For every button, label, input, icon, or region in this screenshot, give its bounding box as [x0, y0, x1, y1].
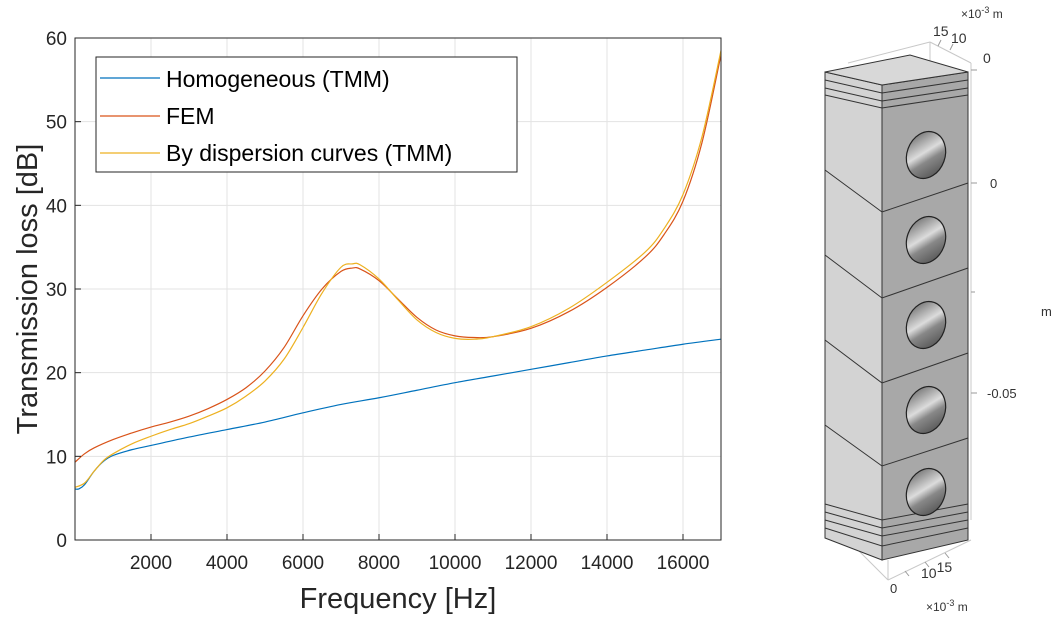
bottom-tick-10: 1015: [921, 559, 952, 581]
series-line-dispersion: [74, 50, 722, 488]
hole-1: [905, 130, 947, 180]
top-tick-0: 0: [983, 50, 991, 66]
x-tick-label: 16000: [657, 553, 710, 574]
y-axis-label: Transmission loss [dB]: [12, 144, 44, 435]
x-tick-label: 12000: [505, 553, 558, 574]
cell-boundaries: [824, 169, 969, 467]
legend-label-homogeneous: Homogeneous (TMM): [166, 66, 390, 92]
y-tick-label: 20: [46, 364, 67, 385]
y-tick-label: 10: [46, 447, 67, 468]
model-axis-labels: ×10-3 m 15 10 0 0 m -0.05 1015 0 ×10-3 m: [890, 5, 1052, 614]
bottom-axis-exponent-label: ×10-3 m: [926, 598, 968, 614]
x-tick-label: 4000: [206, 553, 248, 574]
y-tick-label: 40: [46, 196, 67, 217]
hole-3: [905, 300, 947, 350]
top-axis-exponent-label: ×10-3 m: [961, 5, 1003, 21]
top-tick-15: 15: [933, 23, 949, 39]
cell-holes: [905, 130, 947, 517]
series-line-fem: [74, 54, 722, 463]
side-tick-neg: -0.05: [987, 386, 1017, 401]
y-tick-label: 60: [46, 29, 67, 50]
hole-4: [905, 385, 947, 435]
y-tick-label: 0: [56, 531, 67, 552]
hole-5: [905, 467, 947, 517]
x-axis-label: Frequency [Hz]: [300, 583, 497, 615]
side-tick-0: 0: [990, 176, 997, 191]
legend-label-dispersion: By dispersion curves (TMM): [166, 140, 452, 166]
x-tick-label: 6000: [282, 553, 324, 574]
unit-cell-model-view: ×10-3 m 15 10 0 0 m -0.05 1015 0 ×10-3 m: [824, 5, 1052, 614]
column-top-face: [824, 54, 969, 86]
x-tick-label: 8000: [358, 553, 400, 574]
top-plate-layers: [824, 79, 969, 109]
top-tick-10: 10: [951, 30, 967, 46]
x-tick-label: 14000: [581, 553, 634, 574]
side-axis-unit: m: [1041, 304, 1052, 319]
axis-ticks: 2000 4000 6000 8000 10000 12000 14000 16000 0 10 2…: [46, 29, 710, 574]
y-tick-label: 50: [46, 113, 67, 134]
x-tick-label: 10000: [429, 553, 482, 574]
model-axis-ticks: [904, 39, 977, 577]
series-lines: [74, 50, 722, 490]
column-left-face: [824, 71, 883, 561]
hole-2: [905, 215, 947, 265]
x-tick-label: 2000: [130, 553, 172, 574]
legend: Homogeneous (TMM) FEM By dispersion curv…: [95, 56, 518, 173]
y-tick-label: 30: [46, 280, 67, 301]
bottom-plate-layers: [824, 503, 969, 547]
legend-label-fem: FEM: [166, 103, 215, 129]
transmission-loss-chart: 2000 4000 6000 8000 10000 12000 14000 16000 0 10 2…: [12, 29, 722, 615]
bottom-tick-0: 0: [890, 581, 897, 596]
legend-box: [95, 56, 518, 173]
